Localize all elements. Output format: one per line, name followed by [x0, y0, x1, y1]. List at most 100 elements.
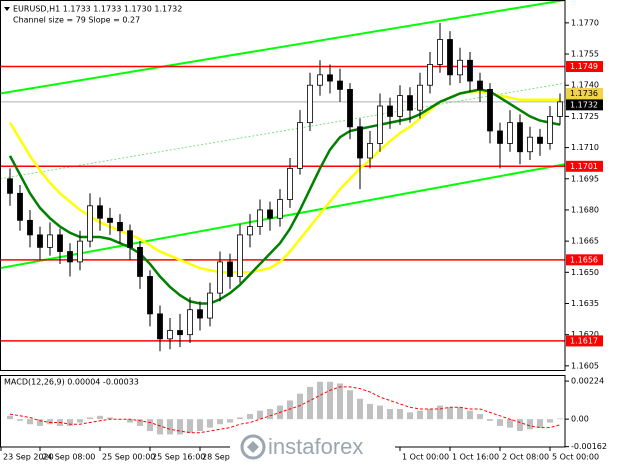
- y-tick-label: 1.1650: [571, 268, 599, 277]
- macd-bar: [107, 417, 113, 420]
- collapse-arrow: [4, 7, 10, 11]
- macd-bar: [77, 419, 83, 423]
- level-label-bg: [566, 254, 603, 266]
- candle-body: [377, 105, 383, 144]
- macd-bar: [257, 410, 263, 420]
- macd-bar: [357, 398, 363, 420]
- candle-body: [197, 309, 203, 319]
- macd-bar: [327, 381, 333, 420]
- candle-body: [147, 276, 153, 315]
- candle-body: [227, 261, 233, 277]
- candle-body: [27, 219, 33, 236]
- macd-bar: [397, 408, 403, 420]
- macd-bar: [187, 419, 193, 433]
- candle-body: [77, 240, 83, 263]
- macd-bar: [317, 381, 323, 420]
- macd-bar: [87, 417, 93, 420]
- candle-body: [527, 136, 533, 153]
- candle-body: [447, 39, 453, 76]
- macd-bar: [367, 403, 373, 420]
- chart-subtitle: Channel size = 79 Slope = 0.27: [13, 16, 140, 25]
- level-label-bg: [566, 160, 603, 172]
- candle-body: [367, 143, 373, 159]
- y-tick-label: 1.1770: [571, 18, 599, 27]
- x-tick-label: 5 Oct 00:00: [552, 453, 599, 462]
- candle-body: [47, 234, 53, 248]
- macd-bar: [297, 393, 303, 420]
- y-tick-label: 1.1725: [571, 112, 599, 121]
- candle-body: [87, 205, 93, 242]
- watermark-text: instaforex: [268, 434, 363, 459]
- macd-bar: [557, 418, 563, 420]
- level-label: 1.1617: [570, 336, 598, 345]
- y-tick-label: 1.1635: [571, 299, 599, 308]
- y-tick-label: 1.1740: [571, 81, 599, 90]
- macd-bar: [227, 419, 233, 423]
- candle-body: [267, 209, 273, 219]
- macd-bar: [17, 419, 23, 421]
- macd-bar: [527, 419, 533, 430]
- y-tick-label: 1.1680: [571, 205, 599, 214]
- candle-body: [557, 101, 563, 117]
- macd-bar: [547, 419, 553, 423]
- x-tick-label: 28 Sep 08:00: [202, 453, 255, 462]
- macd-bar: [477, 414, 483, 420]
- macd-bar: [127, 419, 133, 423]
- x-tick-label: 24 Sep 08:00: [42, 453, 95, 462]
- candle-body: [167, 330, 173, 340]
- marker-label-bg: [566, 88, 603, 100]
- macd-bar: [457, 407, 463, 420]
- macd-bar: [337, 383, 343, 420]
- candle-body: [517, 122, 523, 153]
- macd-y-tick-label: 0.00: [571, 415, 589, 424]
- macd-bar: [137, 419, 143, 426]
- moving-average: [8, 88, 561, 305]
- macd-bar: [207, 419, 213, 428]
- main-frame: [0, 0, 566, 371]
- macd-bar: [147, 419, 153, 432]
- watermark-icon: [247, 441, 259, 453]
- macd-bar: [377, 405, 383, 420]
- level-label: 1.1701: [570, 162, 598, 171]
- macd-bar: [487, 419, 493, 421]
- macd-bar: [427, 408, 433, 420]
- candle-body: [107, 217, 113, 223]
- candle-body: [427, 64, 433, 86]
- candle-body: [287, 167, 293, 200]
- macd-bar: [537, 419, 543, 428]
- macd-bar: [467, 410, 473, 420]
- watermark: instaforex: [230, 430, 395, 465]
- macd-bar: [347, 390, 353, 420]
- candle-body: [67, 251, 73, 263]
- macd-bar: [177, 419, 183, 435]
- macd-bar: [267, 408, 273, 420]
- plot-layer: 1.1605 1.1620 1.1635 1.1650 1.1665 1.1680 1.16…: [0, 0, 607, 462]
- y-tick-label: 1.1695: [571, 174, 599, 183]
- macd-bar: [447, 407, 453, 420]
- y-tick-label: 1.1665: [571, 237, 599, 246]
- candle-body: [397, 95, 403, 117]
- x-tick-label: 1 Oct 00:00: [402, 453, 449, 462]
- candle-body: [137, 246, 143, 277]
- candle-body: [477, 80, 483, 90]
- candle-body: [177, 330, 183, 336]
- macd-bar: [517, 419, 523, 432]
- candle-body: [207, 292, 213, 319]
- macd-bar: [237, 417, 243, 420]
- macd-bar: [97, 415, 103, 420]
- candle-body: [307, 84, 313, 124]
- macd-bar: [7, 415, 13, 420]
- candle-body: [17, 192, 23, 221]
- macd-bar: [157, 419, 163, 435]
- candle-body: [487, 88, 493, 132]
- candle-body: [407, 95, 413, 111]
- candle-body: [37, 234, 43, 248]
- macd-bar: [407, 412, 413, 420]
- macd-bar: [217, 419, 223, 425]
- level-label-bg: [566, 335, 603, 347]
- macd-bar: [287, 400, 293, 420]
- candle-body: [187, 309, 193, 336]
- candle-body: [117, 222, 123, 232]
- macd-bar: [47, 419, 53, 425]
